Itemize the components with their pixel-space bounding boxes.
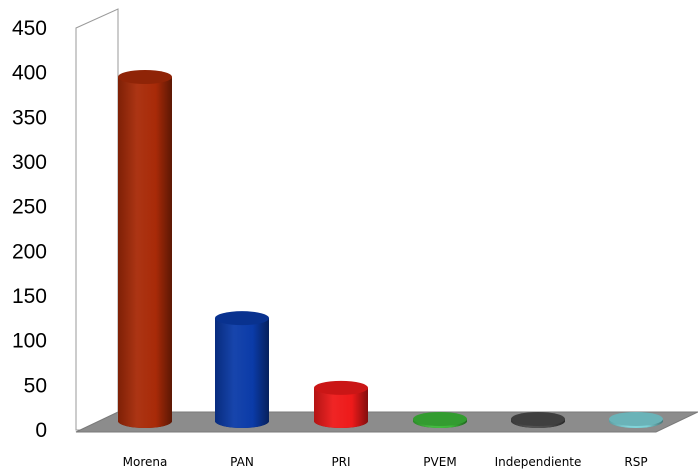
y-axis-ticks: 0 50 100 150 200 250 300 350 400 450 <box>12 17 47 442</box>
y-tick-label: 350 <box>12 106 47 129</box>
y-tick-label: 0 <box>35 419 47 442</box>
x-tick-label: PRI <box>331 455 350 469</box>
x-tick-label: PAN <box>230 455 254 469</box>
y-tick-label: 300 <box>12 151 47 174</box>
y-tick-label: 250 <box>12 196 47 219</box>
x-tick-label: Morena <box>123 455 168 469</box>
bars-group <box>118 69 663 428</box>
bar-pan <box>215 311 269 428</box>
y-tick-label: 100 <box>12 330 47 353</box>
y-tick-label: 450 <box>12 17 47 40</box>
bar-rsp <box>609 412 663 428</box>
bar-independiente <box>511 412 565 428</box>
chart-back-wall <box>75 8 119 431</box>
bar-pvem <box>413 412 467 428</box>
x-tick-label: Independiente <box>495 455 582 469</box>
x-axis-ticks: Morena PAN PRI PVEM Independiente RSP <box>123 455 648 469</box>
y-tick-label: 50 <box>24 374 47 397</box>
bar-morena <box>118 69 172 428</box>
bar-pri <box>314 380 368 428</box>
y-tick-label: 150 <box>12 285 47 308</box>
x-tick-label: PVEM <box>423 455 456 469</box>
y-tick-label: 200 <box>12 240 47 263</box>
y-tick-label: 400 <box>12 62 47 85</box>
x-tick-label: RSP <box>624 455 647 469</box>
